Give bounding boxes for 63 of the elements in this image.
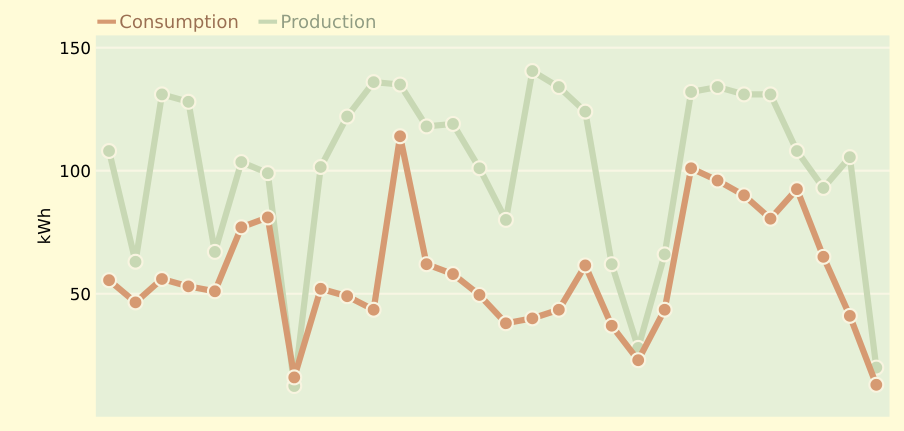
point [842, 308, 858, 324]
point [683, 160, 700, 176]
point [788, 143, 805, 159]
point [815, 180, 832, 196]
point [128, 254, 144, 270]
point [498, 212, 514, 228]
point [471, 160, 488, 176]
point [260, 209, 276, 226]
point [445, 116, 461, 132]
point [339, 288, 356, 304]
point [366, 302, 382, 318]
point [762, 210, 778, 227]
point [683, 84, 700, 100]
point [630, 352, 646, 368]
point [524, 63, 540, 80]
point [180, 94, 196, 110]
y-axis-title: kWh [37, 209, 50, 243]
point [418, 118, 435, 134]
point [550, 79, 567, 96]
point [101, 143, 118, 159]
point [286, 369, 302, 386]
y-tick-label: 50 [71, 288, 90, 300]
legend-label: Production [282, 14, 375, 28]
point [366, 74, 382, 90]
legend-label: Consumption [120, 14, 238, 32]
point [392, 128, 408, 144]
point [128, 294, 144, 310]
point [498, 315, 514, 332]
point [762, 86, 778, 102]
point [604, 318, 620, 334]
point [233, 154, 250, 170]
point [312, 159, 329, 175]
y-tick-label: 150 [60, 42, 90, 54]
point [842, 149, 858, 166]
point [206, 244, 223, 260]
point [339, 108, 356, 125]
point [524, 310, 540, 326]
point [550, 302, 567, 318]
point [736, 86, 752, 102]
point [577, 104, 594, 120]
point [736, 187, 752, 204]
point [154, 86, 170, 102]
point [710, 79, 726, 96]
point [868, 376, 884, 393]
point [206, 283, 223, 300]
point [656, 302, 673, 318]
point [260, 165, 276, 182]
point [445, 266, 461, 282]
point [815, 248, 832, 265]
point [577, 257, 594, 274]
point [101, 272, 118, 288]
point [710, 172, 726, 189]
point [656, 246, 673, 262]
point [392, 76, 408, 93]
point [604, 256, 620, 272]
point [312, 280, 329, 297]
point [788, 181, 805, 198]
point [471, 286, 488, 303]
point [233, 219, 250, 236]
point [180, 278, 196, 294]
y-tick-label: 100 [60, 164, 90, 178]
point [418, 256, 435, 272]
point [154, 270, 170, 287]
